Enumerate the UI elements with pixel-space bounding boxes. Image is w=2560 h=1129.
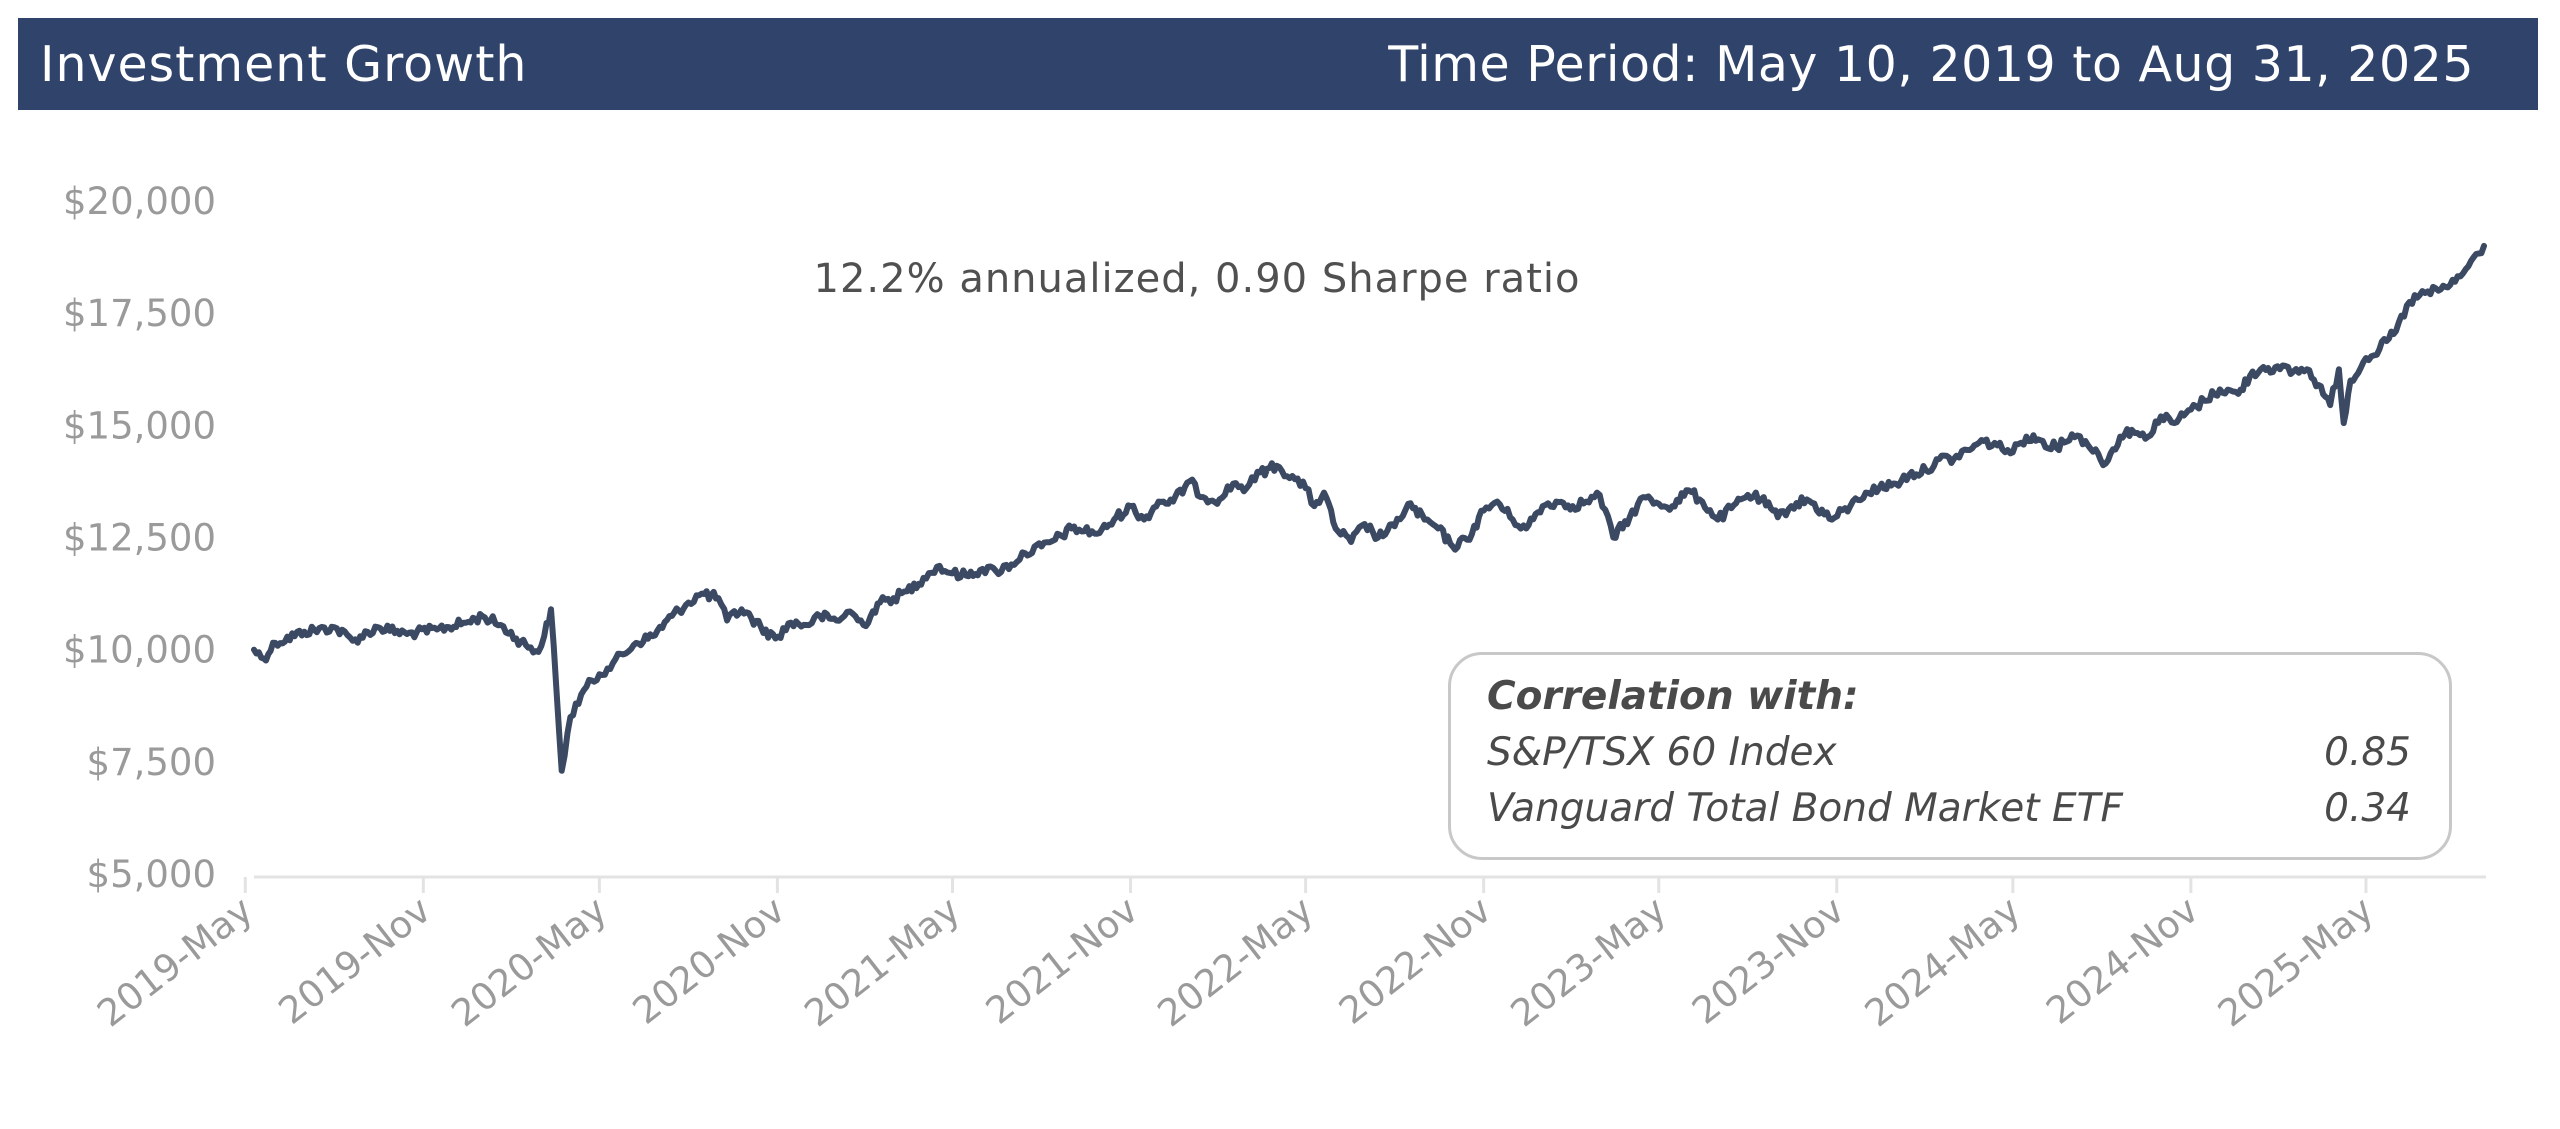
y-tick-label: $20,000 bbox=[63, 180, 216, 223]
y-tick-label: $15,000 bbox=[63, 404, 216, 447]
x-tick-label: 2022-Nov bbox=[1331, 888, 1499, 1033]
correlation-box: Correlation with: S&P/TSX 60 Index 0.85 … bbox=[1448, 652, 2452, 860]
y-tick-label: $12,500 bbox=[63, 517, 216, 560]
correlation-name: S&P/TSX 60 Index bbox=[1487, 730, 1837, 775]
y-tick-label: $17,500 bbox=[63, 292, 216, 335]
x-tick-label: 2025-May bbox=[2210, 888, 2381, 1035]
correlation-row-bond: Vanguard Total Bond Market ETF 0.34 bbox=[1487, 781, 2411, 837]
x-axis-ticks: 2019-May 2019-Nov 2020-May 2020-Nov 2021-May… bbox=[89, 877, 2382, 1035]
y-tick-label: $7,500 bbox=[87, 741, 216, 784]
correlation-value: 0.34 bbox=[2324, 786, 2411, 831]
y-tick-label: $10,000 bbox=[63, 629, 216, 672]
time-period-label: Time Period: May 10, 2019 to Aug 31, 202… bbox=[1388, 35, 2474, 93]
chart-header: Investment Growth Time Period: May 10, 2… bbox=[18, 18, 2538, 110]
x-tick-label: 2020-May bbox=[443, 888, 614, 1035]
x-tick-label: 2021-Nov bbox=[978, 888, 1146, 1033]
y-tick-label: $5,000 bbox=[87, 853, 216, 896]
performance-annotation: 12.2% annualized, 0.90 Sharpe ratio bbox=[814, 256, 1581, 302]
chart-title: Investment Growth bbox=[40, 35, 528, 93]
x-tick-label: 2023-May bbox=[1503, 888, 1674, 1035]
correlation-title: Correlation with: bbox=[1487, 674, 1859, 719]
x-tick-label: 2022-May bbox=[1150, 888, 1321, 1035]
x-tick-label: 2024-Nov bbox=[2038, 888, 2206, 1033]
correlation-value: 0.85 bbox=[2324, 730, 2411, 775]
x-tick-label: 2021-May bbox=[797, 888, 968, 1035]
x-tick-label: 2019-Nov bbox=[271, 888, 439, 1033]
x-tick-label: 2024-May bbox=[1857, 888, 2028, 1035]
y-axis-ticks: $5,000 $7,500 $10,000 $12,500 $15,000 $17,500… bbox=[63, 180, 216, 896]
x-tick-label: 2023-Nov bbox=[1684, 888, 1852, 1033]
x-tick-label: 2019-May bbox=[89, 888, 260, 1035]
x-tick-label: 2020-Nov bbox=[625, 888, 793, 1033]
correlation-name: Vanguard Total Bond Market ETF bbox=[1487, 786, 2123, 831]
correlation-row-tsx: S&P/TSX 60 Index 0.85 bbox=[1487, 725, 2411, 781]
growth-series-line bbox=[251, 242, 2487, 774]
